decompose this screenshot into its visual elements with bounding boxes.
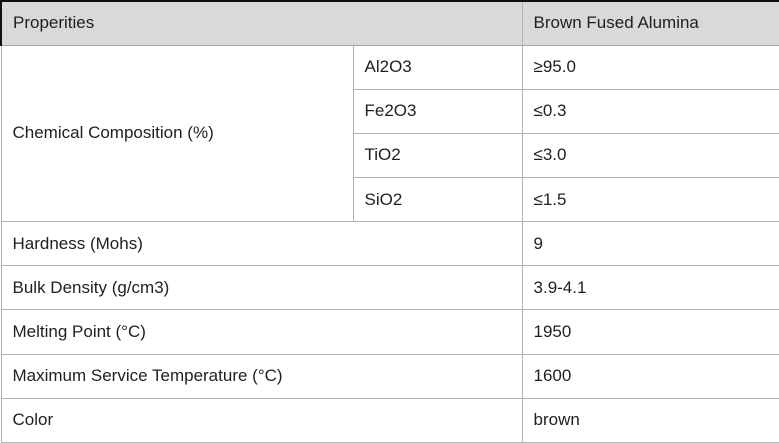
cell-value-al2o3: ≥95.0 — [521, 44, 779, 90]
cell-value-fe2o3: ≤0.3 — [521, 88, 779, 134]
cell-value-tio2: ≤3.0 — [521, 132, 779, 178]
table-row: Color brown — [0, 397, 779, 443]
header-cell-product: Brown Fused Alumina — [521, 0, 779, 46]
cell-component-fe2o3: Fe2O3 — [352, 88, 523, 134]
cell-label-color: Color — [0, 397, 523, 443]
cell-value-sio2: ≤1.5 — [521, 176, 779, 223]
table-row: Chemical Composition (%) Al2O3 ≥95.0 — [0, 44, 779, 223]
table-row: Maximum Service Temperature (°C) 1600 — [0, 353, 779, 399]
cell-label-bulk-density: Bulk Density (g/cm3) — [0, 265, 523, 311]
cell-label-melting-point: Melting Point (°C) — [0, 309, 523, 355]
table-row: SiO2 ≤1.5 — [1, 176, 779, 223]
cell-value-max-service-temperature: 1600 — [521, 353, 779, 399]
cell-chemical-composition-label: Chemical Composition (%) — [0, 44, 354, 223]
table-header: Properities Brown Fused Alumina — [0, 0, 779, 46]
cell-value-color: brown — [521, 397, 779, 443]
table-row: Melting Point (°C) 1950 — [0, 309, 779, 355]
header-cell-properties: Properities — [0, 0, 523, 46]
table-row: TiO2 ≤3.0 — [1, 132, 779, 178]
cell-component-al2o3: Al2O3 — [352, 44, 523, 90]
table-row: Hardness (Mohs) 9 — [0, 221, 779, 267]
cell-component-sio2: SiO2 — [352, 176, 523, 223]
cell-label-max-service-temperature: Maximum Service Temperature (°C) — [0, 353, 523, 399]
table-row: Bulk Density (g/cm3) 3.9-4.1 — [0, 265, 779, 311]
header-row: Properities Brown Fused Alumina — [0, 0, 779, 46]
cell-value-hardness: 9 — [521, 221, 779, 267]
cell-label-hardness: Hardness (Mohs) — [0, 221, 523, 267]
table-body: Chemical Composition (%) Al2O3 ≥95.0 Fe2… — [0, 44, 779, 443]
cell-component-tio2: TiO2 — [352, 132, 523, 178]
cell-value-bulk-density: 3.9-4.1 — [521, 265, 779, 311]
cell-value-melting-point: 1950 — [521, 309, 779, 355]
